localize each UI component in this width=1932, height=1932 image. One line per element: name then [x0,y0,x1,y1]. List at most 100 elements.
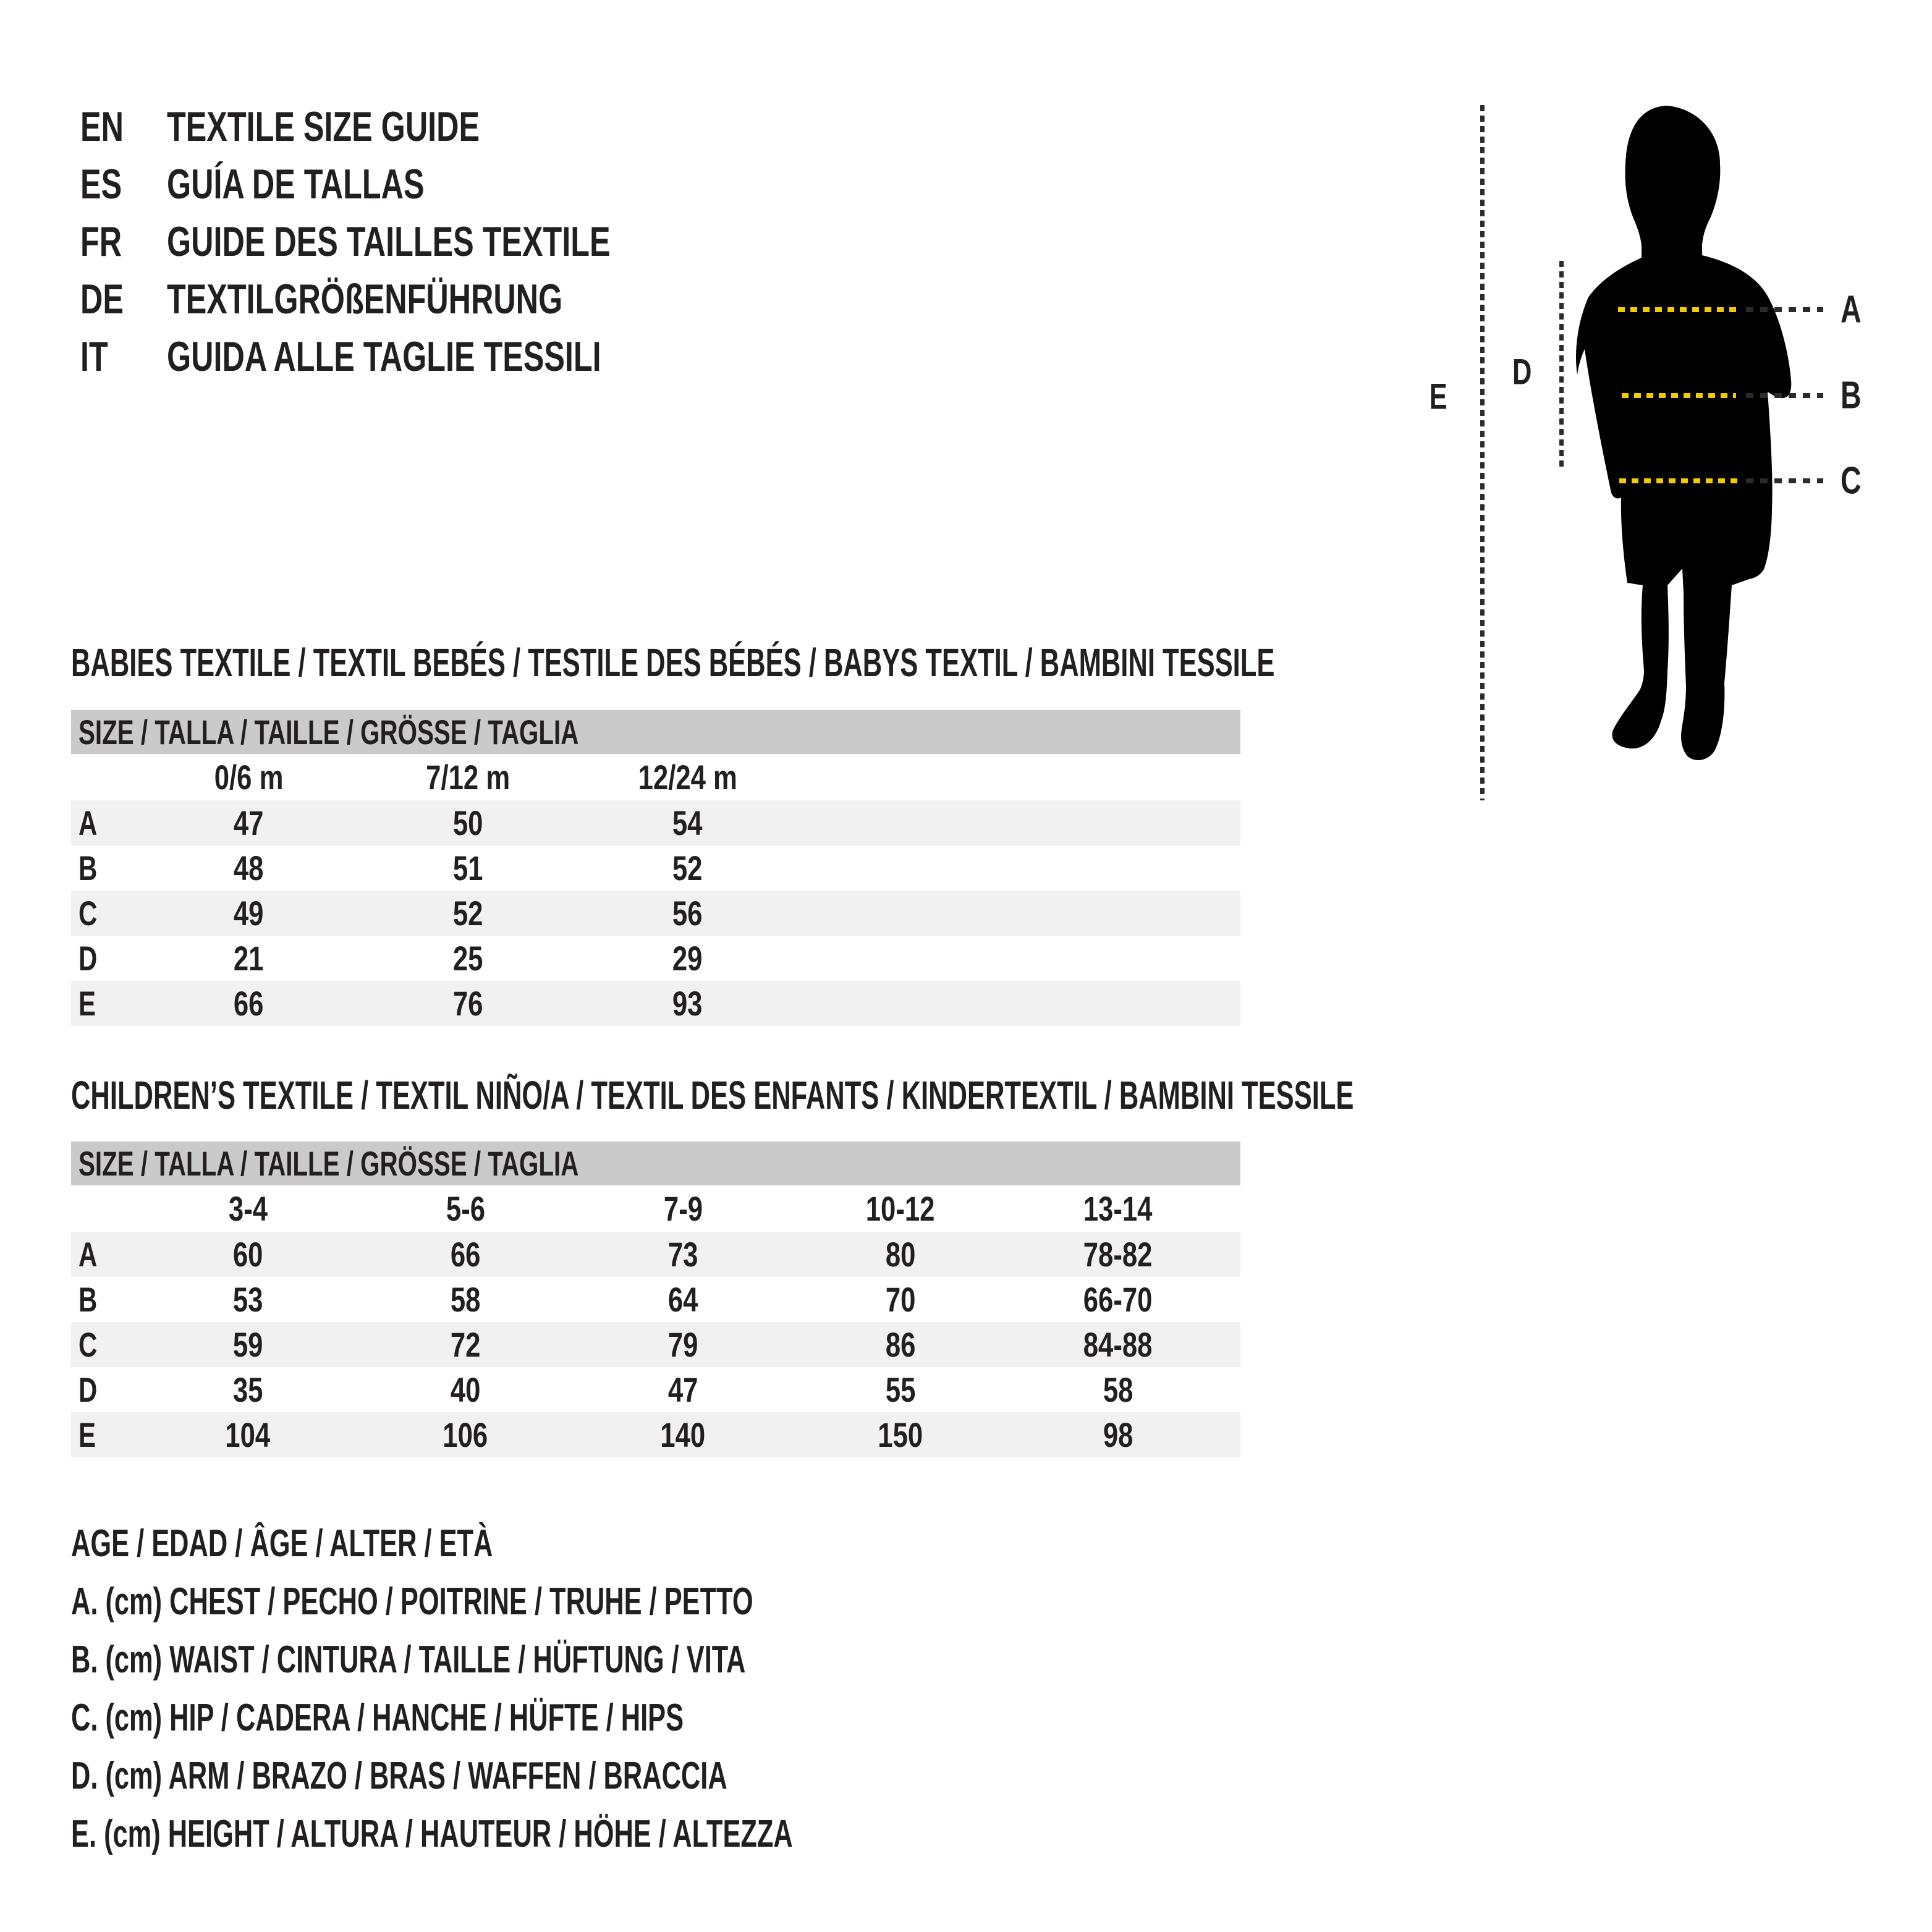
cell-value: 35 [232,1370,263,1409]
babies-column-header-row: 0/6 m 7/12 m 12/24 m [71,754,1240,800]
cell-value: 47 [234,803,264,842]
babies-table-row-e: E 66 76 93 [71,981,1240,1026]
cell-value: 49 [234,894,264,933]
babies-table-row-b: B 48 51 52 [71,845,1240,891]
language-list: EN TEXTILE SIZE GUIDE ES GUÍA DE TALLAS … [80,98,766,385]
row-label: B [78,1280,98,1319]
babies-size-table: SIZE / TALLA / TAILLE / GRÖSSE / TAGLIA … [71,710,1240,1026]
cell-value: 79 [667,1325,698,1364]
cell-value: 47 [667,1370,698,1409]
row-label: D [78,939,98,978]
height-measure-line-e [1480,105,1485,800]
cell-value: 66 [450,1235,481,1274]
children-table-row-d: D 35 40 47 55 58 [71,1367,1240,1412]
cell-value: 40 [450,1370,481,1409]
cell-value: 86 [885,1325,916,1364]
cell-value: 70 [885,1280,916,1319]
measure-label-e: E [1429,376,1447,417]
language-title: TEXTILGRÖßENFÜHRUNG [167,275,563,323]
children-column-header: 7-9 [663,1189,703,1228]
language-title: TEXTILE SIZE GUIDE [167,103,480,150]
language-code: ES [80,160,122,208]
measurement-legend: AGE / EDAD / ÂGE / ALTER / ETÀ A. (cm) C… [71,1514,1102,1863]
children-column-header: 3-4 [228,1189,268,1228]
language-code: EN [80,103,124,150]
cell-value: 56 [672,894,703,933]
cell-value: 59 [232,1325,263,1364]
language-code: DE [80,275,124,323]
legend-arm: D. (cm) ARM / BRAZO / BRAS / WAFFEN / BR… [71,1754,727,1797]
cell-value: 60 [232,1235,263,1274]
chest-measure-leader-a [1746,307,1823,312]
cell-value: 54 [672,803,703,842]
row-label: A [78,803,98,842]
cell-value: 150 [878,1415,923,1454]
children-column-header: 13-14 [1083,1189,1153,1228]
waist-measure-line-b [1622,393,1736,398]
babies-column-header: 0/6 m [214,758,284,797]
language-code: IT [80,333,108,380]
cell-value: 140 [660,1415,706,1454]
arm-measure-line-d [1559,261,1564,471]
language-title: GUIDA ALLE TAGLIE TESSILI [167,333,601,380]
babies-column-header: 7/12 m [426,758,511,797]
child-silhouette [1576,106,1792,760]
children-column-header-row: 3-4 5-6 7-9 10-12 13-14 [71,1185,1240,1232]
hip-measure-leader-c [1746,478,1823,483]
children-table-row-e: E 104 106 140 150 98 [71,1412,1240,1457]
babies-section-title: BABIES TEXTILE / TEXTIL BEBÉS / TESTILE … [71,640,1275,685]
cell-value: 93 [672,984,703,1023]
babies-column-header: 12/24 m [638,758,737,797]
children-table-row-a: A 60 66 73 80 78-82 [71,1232,1240,1277]
row-label: B [78,849,98,888]
cell-value: 21 [234,939,264,978]
row-label: D [78,1370,98,1409]
cell-value: 58 [1103,1370,1133,1409]
row-label: C [78,894,98,933]
cell-value: 80 [885,1235,916,1274]
cell-value: 66 [234,984,264,1023]
children-section-title: CHILDREN’S TEXTILE / TEXTIL NIÑO/A / TEX… [71,1073,1354,1117]
language-row-de: DE TEXTILGRÖßENFÜHRUNG [80,270,766,328]
measure-label-b: B [1841,374,1862,417]
cell-value: 98 [1103,1415,1133,1454]
cell-value: 25 [453,939,483,978]
language-row-fr: FR GUIDE DES TAILLES TEXTILE [80,213,766,270]
cell-value: 48 [234,849,264,888]
babies-table-row-a: A 47 50 54 [71,800,1240,845]
language-title: GUÍA DE TALLAS [167,160,425,208]
measure-label-a: A [1841,288,1862,331]
cell-value: 53 [232,1280,263,1319]
language-code: FR [80,218,122,265]
row-label: C [78,1325,98,1364]
children-size-table: SIZE / TALLA / TAILLE / GRÖSSE / TAGLIA … [71,1142,1240,1457]
children-column-header: 5-6 [446,1189,485,1228]
children-size-header-bar: SIZE / TALLA / TAILLE / GRÖSSE / TAGLIA [71,1142,1240,1185]
cell-value: 29 [672,939,703,978]
measure-label-d: D [1512,352,1532,392]
cell-value: 64 [667,1280,698,1319]
cell-value: 52 [672,849,703,888]
cell-value: 72 [450,1325,481,1364]
language-row-en: EN TEXTILE SIZE GUIDE [80,98,766,155]
cell-value: 66-70 [1083,1280,1153,1319]
cell-value: 51 [453,849,483,888]
cell-value: 73 [667,1235,698,1274]
cell-value: 104 [225,1415,271,1454]
cell-value: 76 [453,984,483,1023]
legend-height: E. (cm) HEIGHT / ALTURA / HAUTEUR / HÖHE… [71,1812,793,1855]
babies-table-row-c: C 49 52 56 [71,891,1240,936]
waist-measure-leader-b [1746,393,1823,398]
hip-measure-line-c [1619,478,1741,483]
children-table-row-b: B 53 58 64 70 66-70 [71,1277,1240,1322]
cell-value: 58 [450,1280,481,1319]
cell-value: 78-82 [1083,1235,1153,1274]
row-label: A [78,1235,98,1274]
children-table-row-c: C 59 72 79 86 84-88 [71,1322,1240,1367]
cell-value: 84-88 [1083,1325,1153,1364]
cell-value: 52 [453,894,483,933]
measure-label-c: C [1841,459,1862,502]
language-title: GUIDE DES TAILLES TEXTILE [167,218,611,265]
chest-measure-line-a [1618,307,1740,312]
legend-age: AGE / EDAD / ÂGE / ALTER / ETÀ [71,1522,493,1565]
